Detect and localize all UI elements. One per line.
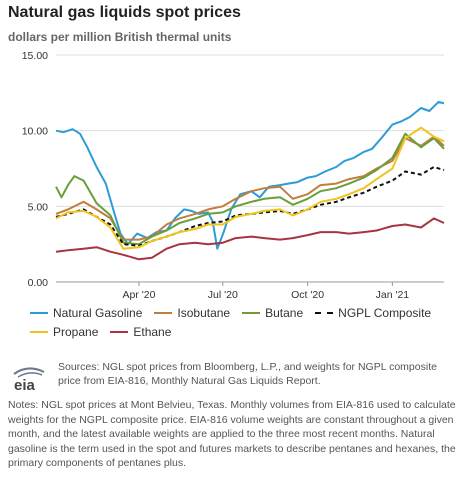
- chart-title: Natural gas liquids spot prices: [8, 4, 241, 21]
- series-line-propane: [55, 126, 445, 250]
- legend-swatch: [30, 330, 48, 333]
- x-tick-label: Jul '20: [208, 289, 238, 300]
- legend-swatch: [110, 330, 129, 333]
- y-tick-label: 0.00: [28, 277, 49, 289]
- legend-item: NGPL Composite: [315, 306, 431, 320]
- series-line-ngpl-composite: [55, 166, 445, 247]
- y-tick-label: 15.00: [22, 50, 48, 62]
- eia-logo-text: eia: [14, 377, 36, 392]
- legend-swatch: [315, 311, 334, 314]
- eia-logo: eia: [13, 367, 45, 392]
- series-line-natural-gasoline: [55, 100, 445, 250]
- legend-item: Propane: [30, 325, 98, 339]
- notes-text: Notes: NGL spot prices at Mont Belvieu, …: [8, 399, 456, 469]
- legend-item: Butane: [242, 306, 303, 320]
- legend-label: Isobutane: [177, 305, 231, 320]
- legend-label: Butane: [265, 305, 304, 320]
- series-line-butane: [55, 132, 445, 246]
- legend: Natural Gasoline Isobutane Butane NGPL Comp…: [30, 303, 431, 341]
- sources-note: Sources: NGL spot prices from Bloomberg,…: [58, 361, 437, 387]
- y-tick-label: 5.00: [28, 201, 49, 213]
- x-tick-label: Jan '21: [376, 289, 410, 300]
- legend-item: Natural Gasoline: [30, 306, 142, 320]
- x-tick-label: Oct '20: [291, 289, 324, 300]
- legend-item: Ethane: [110, 325, 171, 339]
- legend-row: Natural Gasoline Isobutane Butane NGPL Comp…: [30, 303, 431, 322]
- legend-item: Isobutane: [154, 306, 230, 320]
- series-line-ethane: [55, 217, 445, 261]
- chart-canvas: 0.00 5.00 10.00 15.00 Apr '20 Jul '20 Oct '20 J…: [22, 50, 445, 300]
- x-tick-label: Apr '20: [122, 289, 155, 300]
- chart-subtitle: dollars per million British thermal unit…: [8, 30, 232, 44]
- legend-row: Propane Ethane: [30, 322, 430, 341]
- legend-label: Ethane: [133, 324, 172, 339]
- legend-label: NGPL Composite: [338, 305, 432, 320]
- legend-swatch: [30, 311, 48, 314]
- legend-swatch: [242, 311, 261, 314]
- y-tick-label: 10.00: [22, 126, 48, 138]
- legend-swatch: [154, 311, 173, 314]
- legend-label: Natural Gasoline: [53, 305, 143, 320]
- legend-label: Propane: [53, 324, 99, 339]
